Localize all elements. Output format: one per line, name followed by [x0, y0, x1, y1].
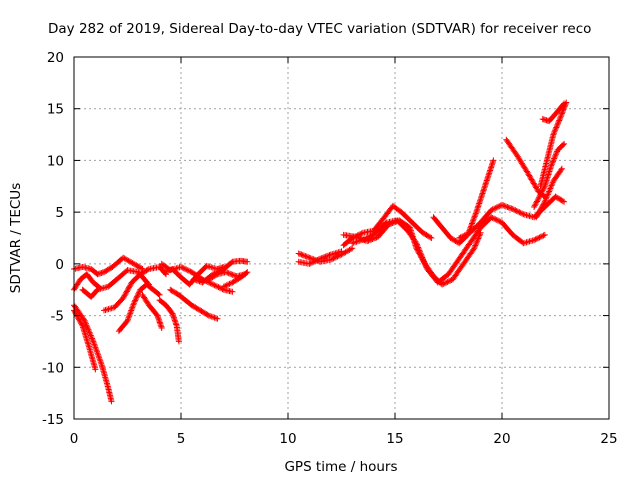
- y-tick-label: 0: [55, 257, 64, 273]
- x-tick-label: 25: [600, 431, 617, 447]
- series-arc-21: [430, 157, 497, 247]
- series-markers: [139, 291, 165, 331]
- series-arc-9: [156, 297, 182, 345]
- series-markers: [531, 140, 568, 210]
- series-markers: [539, 100, 568, 125]
- series-arc-27: [539, 100, 568, 125]
- x-axis-label: GPS time / hours: [284, 459, 397, 475]
- series-markers: [430, 157, 497, 247]
- series-arc-25: [533, 165, 565, 221]
- series-arc-24: [531, 140, 568, 210]
- series-markers: [115, 281, 163, 335]
- series-markers: [349, 214, 548, 286]
- series-arc-11: [167, 286, 221, 322]
- y-tick-label: 20: [47, 50, 64, 66]
- data-layer: [71, 99, 570, 405]
- plot-frame: [73, 56, 610, 420]
- x-tick-label: 10: [279, 431, 296, 447]
- series-arc-6: [101, 264, 169, 314]
- tick-layer: 0 5 10 15 20 25 -15 -10 -5 0 5 10 15 20: [42, 50, 618, 447]
- series-arc-15: [220, 269, 251, 290]
- series-arc-22: [456, 193, 568, 241]
- series-markers: [167, 286, 221, 322]
- chart-title: Day 282 of 2019, Sidereal Day-to-day VTE…: [48, 21, 591, 37]
- series-markers: [533, 165, 565, 221]
- y-tick-label: 5: [55, 205, 64, 221]
- x-tick-label: 5: [177, 431, 186, 447]
- series-arc-7: [115, 281, 163, 335]
- series-markers: [537, 99, 570, 190]
- y-tick-label: -10: [42, 360, 64, 376]
- series-arc-20: [349, 214, 548, 286]
- x-tick-label: 0: [70, 431, 79, 447]
- series-markers: [456, 193, 568, 241]
- x-tick-label: 20: [493, 431, 510, 447]
- series-arc-17: [295, 248, 345, 267]
- y-axis-label: SDTVAR / TECUs: [8, 183, 24, 293]
- series-arc-26: [537, 99, 570, 190]
- series-markers: [295, 248, 345, 267]
- y-tick-label: -15: [42, 412, 64, 428]
- series-markers: [79, 267, 152, 300]
- y-tick-label: -5: [51, 309, 64, 325]
- series-markers: [220, 269, 251, 290]
- x-tick-label: 15: [386, 431, 403, 447]
- series-markers: [158, 260, 236, 295]
- series-markers: [156, 297, 182, 345]
- series-markers: [101, 264, 169, 314]
- series-arc-12: [158, 260, 236, 295]
- y-tick-label: 10: [47, 153, 64, 169]
- series-arc-8: [139, 291, 165, 331]
- y-tick-label: 15: [47, 102, 64, 118]
- series-arc-5: [79, 267, 152, 300]
